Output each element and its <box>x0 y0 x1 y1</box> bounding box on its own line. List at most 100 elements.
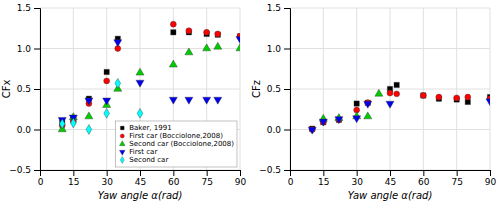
point <box>186 28 192 34</box>
tick-mark <box>140 170 141 176</box>
series <box>310 82 490 131</box>
tick-mark <box>173 170 174 176</box>
tick-label: 1.0 <box>17 44 32 54</box>
panel: 0153045607590−0.50.00.51.01.5Yaw angle α… <box>251 3 496 201</box>
point <box>387 90 393 96</box>
x-axis-title: Yaw angle α(rad) <box>348 190 433 201</box>
point <box>104 69 109 74</box>
tick: 45 <box>135 170 146 187</box>
point <box>203 44 211 51</box>
tick-label: 0.0 <box>267 125 282 135</box>
tick-label: 0.0 <box>17 125 32 135</box>
point <box>185 48 193 55</box>
tick-mark <box>490 170 491 176</box>
x-axis-title: Yaw angle α(rad) <box>98 190 183 201</box>
tick-mark <box>207 170 208 176</box>
legend-label: Second car (Bocciolone,2008) <box>129 140 234 148</box>
tick-label: 90 <box>235 177 247 187</box>
point <box>85 112 93 119</box>
tick-label: 30 <box>101 177 113 187</box>
points <box>308 82 490 134</box>
point <box>136 80 144 87</box>
tick: 1.5 <box>267 3 290 13</box>
point <box>421 93 426 98</box>
tick-mark <box>323 170 324 176</box>
point <box>319 119 327 126</box>
series <box>308 99 490 134</box>
point <box>354 101 359 106</box>
axis-line <box>41 171 241 177</box>
tick: −0.5 <box>9 165 40 175</box>
tick-label: 45 <box>385 177 396 187</box>
tick-mark <box>73 170 74 176</box>
x-axis: 0153045607590 <box>38 170 247 187</box>
point <box>386 101 394 108</box>
tick-label: 1.5 <box>17 3 31 13</box>
tick-mark <box>284 130 290 131</box>
tick-mark <box>34 49 40 50</box>
legend-symbol <box>120 134 124 138</box>
point <box>214 42 222 49</box>
tick: −0.5 <box>259 165 290 175</box>
point <box>308 127 316 134</box>
point <box>169 60 177 67</box>
grid-line-y <box>290 8 490 9</box>
chart: 0153045607590−0.50.00.51.01.5Yaw angle α… <box>0 0 500 204</box>
y-axis: −0.5 0.0 0.5 1.0 1.5 <box>9 3 40 175</box>
tick: 75 <box>451 170 462 187</box>
grid <box>40 8 240 170</box>
tick: 0.0 <box>17 125 40 135</box>
tick-label: 0.5 <box>267 84 281 94</box>
tick-mark <box>357 170 358 176</box>
axis-line <box>284 9 291 171</box>
tick-label: −0.5 <box>9 165 31 175</box>
tick-label: 90 <box>485 177 497 187</box>
tick: 45 <box>385 170 396 187</box>
point <box>104 108 110 118</box>
tick-label: 60 <box>168 177 180 187</box>
tick-label: 60 <box>418 177 430 187</box>
tick: 1.0 <box>17 44 40 54</box>
tick-label: 75 <box>201 177 212 187</box>
panel: 0153045607590−0.50.00.51.01.5Yaw angle α… <box>1 3 246 201</box>
point <box>394 82 399 87</box>
y-axis: −0.5 0.0 0.5 1.0 1.5 <box>259 3 290 175</box>
tick: 90 <box>485 170 497 187</box>
point <box>236 36 240 43</box>
tick: 0.5 <box>267 84 290 94</box>
point <box>171 30 176 35</box>
tick-mark <box>284 170 290 171</box>
point <box>204 29 210 35</box>
series <box>58 36 240 124</box>
point <box>203 97 211 104</box>
point <box>114 40 122 47</box>
tick-label: 1.0 <box>267 44 282 54</box>
point <box>236 44 240 51</box>
tick-mark <box>457 170 458 176</box>
grid-line-y <box>290 129 490 130</box>
grid-line-y <box>40 48 240 49</box>
point <box>70 118 76 128</box>
tick: 1.5 <box>17 3 40 13</box>
point <box>486 99 490 106</box>
point <box>136 68 144 75</box>
point <box>59 119 65 129</box>
tick-label: 1.5 <box>267 3 281 13</box>
point <box>420 92 426 98</box>
tick-label: −0.5 <box>259 165 281 175</box>
legend: Baker, 1991First car (Bocciolone,2008)Se… <box>115 121 237 167</box>
legend-box <box>115 121 237 167</box>
axis-line <box>291 171 491 177</box>
tick-label: 0.5 <box>17 84 31 94</box>
tick-mark <box>34 130 40 131</box>
point <box>214 97 222 104</box>
tick: 75 <box>201 170 212 187</box>
point <box>86 125 92 135</box>
point <box>465 94 471 100</box>
tick: 90 <box>235 170 247 187</box>
tick-label: 45 <box>135 177 146 187</box>
tick: 15 <box>318 170 329 187</box>
legend-symbol <box>120 157 124 164</box>
axis-line <box>34 9 41 171</box>
tick-mark <box>107 170 108 176</box>
